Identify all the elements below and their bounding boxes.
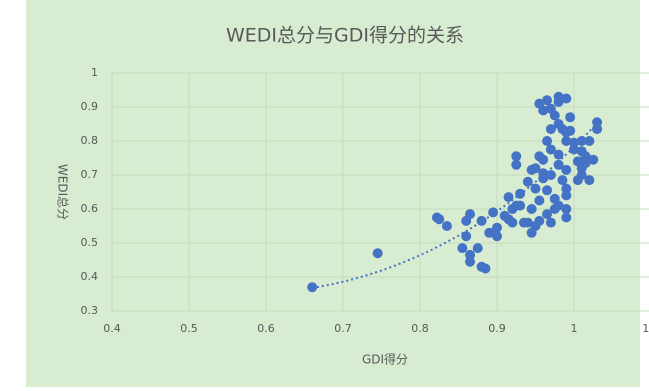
point	[476, 215, 487, 226]
x-tick-label: 1.1	[642, 322, 649, 335]
x-tick-label: 0.9	[488, 322, 506, 335]
y-tick-label: 0.9	[81, 100, 99, 113]
point	[542, 136, 553, 146]
y-tick-label: 0.6	[81, 202, 99, 215]
point	[584, 175, 595, 186]
y-tick-label: 0.7	[81, 168, 99, 181]
point	[569, 137, 579, 148]
point	[561, 136, 572, 146]
point	[561, 190, 572, 201]
point	[441, 221, 452, 231]
point	[565, 112, 576, 123]
point	[534, 195, 545, 206]
x-tick-label: 0.7	[334, 322, 352, 335]
point	[492, 231, 502, 242]
point	[534, 151, 545, 162]
x-tick-label: 0.8	[411, 322, 429, 335]
point	[372, 248, 383, 259]
point	[545, 103, 556, 114]
point	[576, 170, 587, 180]
x-tick-label: 0.4	[103, 322, 121, 335]
point	[588, 154, 599, 165]
point	[561, 212, 572, 223]
point	[561, 93, 572, 104]
point	[461, 231, 472, 242]
point	[503, 192, 514, 203]
y-tick-label: 0.8	[81, 134, 99, 147]
x-tick-label: 1	[571, 322, 578, 335]
chart-background	[26, 0, 640, 387]
point	[542, 185, 553, 196]
point	[553, 91, 564, 102]
point	[561, 204, 572, 214]
point	[538, 168, 549, 179]
point	[545, 144, 556, 155]
point	[553, 149, 564, 160]
point	[565, 125, 576, 136]
point	[526, 227, 537, 238]
point	[511, 151, 522, 162]
point	[492, 222, 502, 233]
point	[576, 136, 587, 146]
point	[457, 243, 468, 254]
point	[542, 209, 553, 220]
y-tick-label: 1	[91, 66, 98, 79]
point	[553, 159, 564, 170]
y-tick-label: 0.4	[81, 270, 99, 283]
point	[488, 207, 499, 218]
point	[530, 183, 541, 194]
point	[480, 263, 491, 274]
point	[472, 243, 483, 254]
point	[549, 193, 560, 204]
point	[557, 175, 568, 186]
point	[592, 124, 603, 135]
point	[545, 124, 556, 135]
point	[522, 176, 533, 187]
y-axis-label: WEDI总分	[56, 164, 70, 220]
point	[518, 217, 529, 228]
point	[465, 256, 476, 267]
point	[584, 136, 595, 146]
point	[538, 105, 549, 116]
point	[530, 163, 541, 174]
point	[511, 159, 522, 170]
x-tick-label: 0.5	[180, 322, 198, 335]
point	[307, 282, 318, 293]
chart-title: WEDI总分与GDI得分的关系	[226, 25, 464, 47]
point	[526, 204, 537, 214]
point	[576, 146, 587, 157]
point	[545, 170, 556, 180]
point	[542, 95, 553, 106]
point	[507, 217, 518, 228]
points	[307, 91, 603, 293]
x-tick-label: 0.6	[257, 322, 275, 335]
point	[545, 217, 556, 228]
point	[515, 188, 526, 199]
point	[549, 204, 560, 214]
point	[434, 214, 445, 225]
x-axis-label: GDI得分	[362, 352, 408, 367]
point	[465, 209, 476, 220]
point	[484, 227, 495, 238]
point	[534, 215, 545, 226]
y-tick-label: 0.3	[81, 304, 99, 317]
point	[561, 164, 572, 175]
point	[515, 200, 526, 211]
y-tick-label: 0.5	[81, 236, 99, 249]
